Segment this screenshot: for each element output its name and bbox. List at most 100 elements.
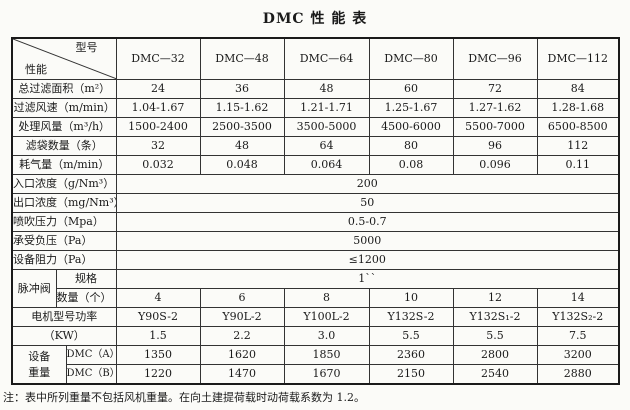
motor-model-row: 电机型号功率 Y90S-2 Y90L-2 Y100L-2 Y132S-2 Y13… (11, 307, 620, 327)
table-cell: 1850 (283, 345, 370, 365)
table-cell: 96 (452, 136, 538, 156)
table-cell: 64 (283, 136, 370, 156)
table-cell: Y132S₁-2 (452, 307, 538, 327)
pulse-valve-spec-row: 脉冲阀 规格 1`` (11, 269, 620, 308)
page-title: DMC 性 能 表 (262, 11, 368, 27)
table-cell: 50 (115, 193, 620, 213)
spec-value: 1`` (115, 269, 620, 289)
table-cell: Y100L-2 (283, 307, 370, 327)
table-cell: 1.21-1.71 (283, 98, 370, 118)
row-label: 承受负压（Pa） (11, 231, 117, 251)
row-label: 耗气量（m/min） (11, 155, 117, 175)
weight-a-row: 设备 重量 DMC（A） 1350 1620 1850 2360 2800 32… (11, 345, 620, 385)
table-row: 喷吹压力（Mpa） 0.5-0.7 (11, 212, 620, 232)
weight-label-line1: 设备 (28, 349, 51, 363)
table-cell: 2.2 (199, 326, 285, 346)
table-cell: 0.11 (536, 155, 620, 175)
table-cell: 48 (283, 79, 370, 99)
model-header: DMC—64 (283, 37, 370, 80)
table-cell: 0.048 (199, 155, 285, 175)
row-label: 入口浓度（g/Nm³） (11, 174, 117, 194)
table-row: 设备阻力（Pa） ≤1200 (11, 250, 620, 270)
corner-performance-label: 性能 (25, 63, 47, 76)
model-header: DMC—48 (199, 37, 285, 80)
table-cell: 200 (115, 174, 620, 194)
performance-table: 型号 性能 DMC—32 DMC—48 DMC—64 DMC—80 DMC—96… (11, 37, 620, 385)
table-row: 总过滤面积（m²） 24 36 48 60 72 84 (11, 79, 620, 99)
table-cell: 5.5 (368, 326, 454, 346)
table-cell: 1470 (199, 364, 285, 385)
model-header: DMC—32 (115, 37, 201, 80)
table-cell: 80 (368, 136, 454, 156)
table-cell: 2150 (368, 364, 454, 385)
corner-model-label: 型号 (75, 41, 98, 54)
table-cell: 1350 (115, 345, 201, 365)
table-cell: Y90L-2 (199, 307, 285, 327)
table-cell: 12 (452, 288, 538, 308)
kw-label: （KW） (11, 326, 117, 346)
table-cell: 84 (536, 79, 620, 99)
model-header: DMC—96 (452, 37, 538, 80)
table-cell: 1.28-1.68 (536, 98, 620, 118)
row-label: 喷吹压力（Mpa） (11, 212, 117, 232)
table-row: 出口浓度（mg/Nm³） 50 (11, 193, 620, 213)
row-label: 出口浓度（mg/Nm³） (11, 193, 117, 213)
table-row: 耗气量（m/min） 0.032 0.048 0.064 0.08 0.096 0.11 (11, 155, 620, 175)
table-cell: 2880 (536, 364, 620, 385)
table-cell: 3.0 (283, 326, 370, 346)
table-cell: 48 (199, 136, 285, 156)
table-row: 过滤风速（m/min） 1.04-1.67 1.15-1.62 1.21-1.71 1.… (11, 98, 620, 118)
diagonal-line (13, 39, 115, 79)
table-cell: 2540 (452, 364, 538, 385)
table-cell: 2800 (452, 345, 538, 365)
corner-header-cell: 型号 性能 (11, 37, 117, 80)
row-label: 滤袋数量（条） (11, 136, 117, 156)
table-cell: 2500-3500 (199, 117, 285, 137)
table-cell: 1670 (283, 364, 370, 385)
table-cell: 6 (199, 288, 285, 308)
weight-b-row: DMC（B） 1220 1470 1670 2150 2540 2880 (12, 364, 620, 385)
table-row: 处理风量（m³/h） 1500-2400 2500-3500 3500-5000 450… (11, 117, 620, 137)
table-cell: 2360 (368, 345, 454, 365)
table-cell: 1.5 (115, 326, 201, 346)
table-cell: 1.04-1.67 (115, 98, 201, 118)
table-row: 滤袋数量（条） 32 48 64 80 96 112 (11, 136, 620, 156)
model-header: DMC—112 (536, 37, 620, 80)
table-cell: 3500-5000 (283, 117, 370, 137)
motor-kw-row: （KW） 1.5 2.2 3.0 5.5 5.5 7.5 (11, 326, 620, 346)
table-cell: 0.08 (368, 155, 454, 175)
table-cell: Y90S-2 (115, 307, 201, 327)
table-cell: 1500-2400 (115, 117, 201, 137)
row-label: 处理风量（m³/h） (11, 117, 117, 137)
table-cell: 8 (283, 288, 370, 308)
table-cell: 0.064 (283, 155, 370, 175)
pulse-valve-label: 脉冲阀 (11, 269, 57, 308)
table-cell: 10 (368, 288, 454, 308)
table-cell: 14 (536, 288, 620, 308)
table-cell: 4500-6000 (368, 117, 454, 137)
table-cell: 7.5 (536, 326, 620, 346)
row-label: 总过滤面积（m²） (11, 79, 117, 99)
pulse-valve-qty-row: 数量（个） 4 6 8 10 12 14 (12, 288, 620, 308)
qty-label: 数量（个） (55, 288, 117, 308)
table-cell: ≤1200 (115, 250, 620, 270)
table-row: 入口浓度（g/Nm³） 200 (11, 174, 620, 194)
weight-label: 设备 重量 (11, 345, 67, 385)
table-cell: 0.032 (115, 155, 201, 175)
table-cell: 24 (115, 79, 201, 99)
header-row: 型号 性能 DMC—32 DMC—48 DMC—64 DMC—80 DMC—96… (11, 37, 620, 80)
footnote: 注：表中所列重量不包括风机重量。在向土建提荷载时动荷载系数为 1.2。 (3, 391, 365, 404)
table-cell: Y132S-2 (368, 307, 454, 327)
table-cell: 0.096 (452, 155, 538, 175)
table-cell: 1.27-1.62 (452, 98, 538, 118)
table-cell: 1220 (115, 364, 201, 385)
table-cell: Y132S₂-2 (536, 307, 620, 327)
weight-label-line2: 重量 (28, 365, 51, 379)
dmc-a-label: DMC（A） (65, 345, 117, 365)
table-cell: 112 (536, 136, 620, 156)
row-label: 过滤风速（m/min） (11, 98, 117, 118)
table-row: 承受负压（Pa） 5000 (11, 231, 620, 251)
spec-label: 规格 (55, 269, 117, 289)
table-cell: 1620 (199, 345, 285, 365)
row-label: 设备阻力（Pa） (11, 250, 117, 270)
